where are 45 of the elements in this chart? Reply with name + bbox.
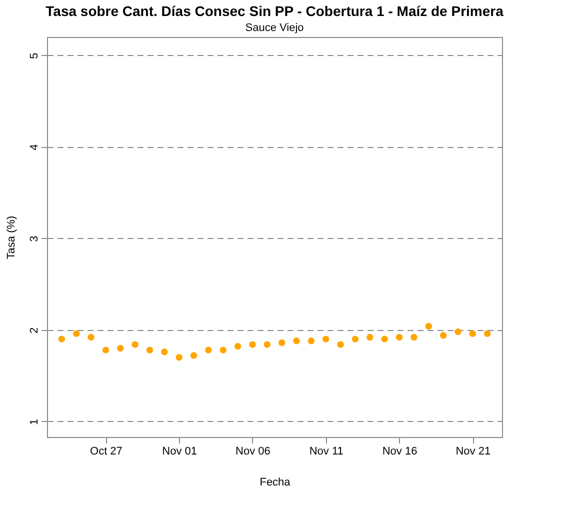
y-axis-title: Tasa (%) — [6, 216, 18, 260]
y-tick-label: 4 — [28, 144, 40, 150]
point — [58, 336, 66, 342]
point — [440, 332, 447, 339]
x-tick-label: Nov 11 — [309, 446, 344, 458]
point — [264, 341, 271, 348]
point — [117, 344, 124, 352]
x-tick-label: Nov 01 — [162, 446, 198, 458]
chart-subtitle: Sauce Viejo — [245, 22, 304, 34]
point — [234, 343, 242, 350]
point — [132, 341, 138, 348]
x-tick-label: Nov 06 — [236, 446, 270, 458]
x-tick-label: Nov 21 — [456, 446, 491, 458]
chart-title: Tasa sobre Cant. Días Consec Sin PP - Cobertura 1 - Maíz de Primera — [46, 3, 504, 19]
point — [469, 330, 476, 337]
point — [454, 328, 462, 336]
point — [176, 354, 182, 361]
point — [425, 322, 432, 330]
point — [366, 334, 374, 341]
point — [146, 346, 154, 354]
point — [190, 352, 198, 359]
point — [396, 334, 403, 341]
y-tick-label: 3 — [28, 236, 40, 242]
point — [220, 346, 226, 354]
x-axis-title: Fecha — [260, 476, 292, 488]
y-tick-label: 2 — [28, 327, 40, 334]
point — [102, 346, 110, 354]
y-tick-label: 1 — [28, 418, 40, 425]
point — [73, 330, 80, 337]
y-tick-label: 5 — [28, 52, 40, 59]
point — [352, 336, 359, 342]
point — [322, 336, 330, 342]
point — [88, 334, 94, 341]
point — [308, 338, 315, 344]
x-tick-label: Oct 27 — [90, 446, 122, 458]
point — [381, 336, 388, 342]
point — [484, 330, 491, 337]
x-tick-label: Nov 16 — [382, 446, 418, 458]
point — [205, 346, 212, 354]
point — [278, 339, 286, 346]
point — [161, 348, 168, 356]
point — [293, 338, 300, 344]
point — [337, 341, 344, 348]
point — [410, 334, 418, 341]
point — [249, 341, 256, 348]
